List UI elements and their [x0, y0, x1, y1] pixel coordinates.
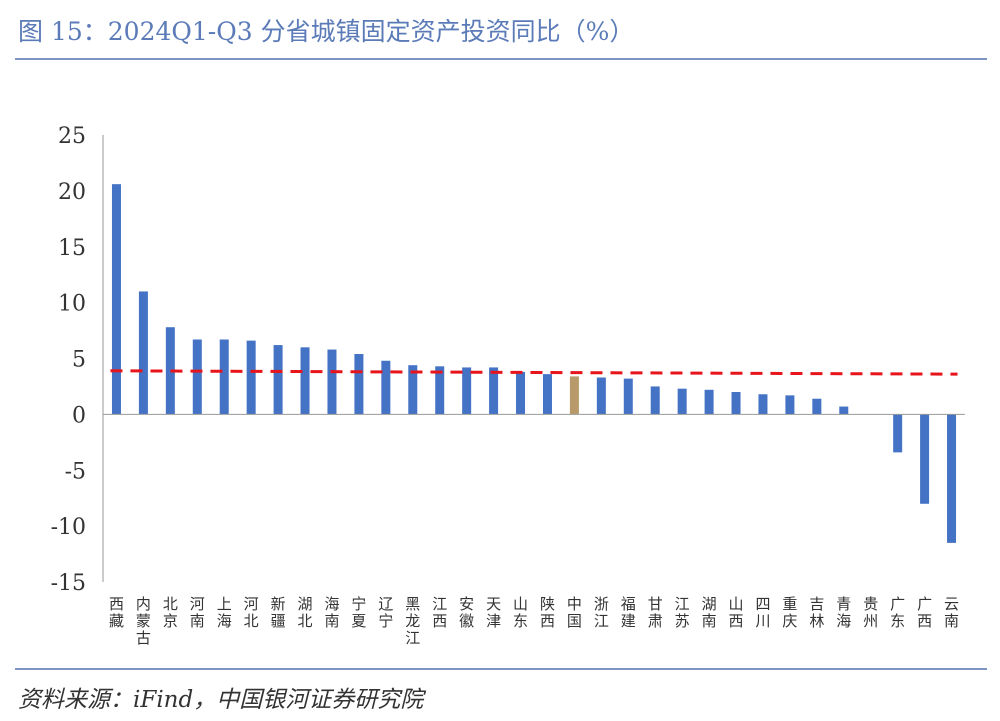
bar-15: [489, 367, 499, 415]
x-tick-label: 甘肃: [648, 595, 663, 630]
bar-28: [839, 406, 849, 415]
y-tick-label: 20: [58, 180, 86, 205]
x-tick-label: 黑龙江: [405, 595, 420, 647]
x-tick-label: 贵州: [863, 595, 878, 630]
title-divider: [15, 58, 987, 60]
x-tick-label: 新疆: [271, 595, 286, 630]
x-tick-label: 安徽: [459, 595, 474, 630]
bar-5: [219, 339, 229, 415]
x-tick-label: 河北: [244, 595, 259, 630]
bar-23: [704, 389, 714, 415]
bar-26: [785, 395, 795, 415]
x-tick-label: 吉林: [809, 595, 824, 630]
x-tick-label: 福建: [621, 595, 636, 630]
bar-18: [569, 376, 579, 415]
x-tick-label: 云南: [944, 595, 959, 630]
bar-14: [462, 367, 472, 415]
x-tick-label: 天津: [486, 595, 501, 630]
x-tick-label: 山西: [729, 595, 744, 630]
x-tick-label: 广东: [890, 595, 905, 630]
y-tick-label: 5: [72, 348, 86, 373]
x-tick-label: 陕西: [540, 595, 555, 630]
bar-6: [246, 340, 256, 415]
bar-3: [165, 327, 175, 415]
x-tick-label: 山东: [513, 595, 528, 630]
bar-2: [138, 291, 148, 415]
x-tick-label: 重庆: [782, 595, 797, 630]
y-tick-label: -10: [51, 515, 86, 540]
x-tick-label: 内蒙古: [136, 595, 151, 647]
bar-19: [596, 377, 606, 415]
x-tick-label: 江苏: [675, 595, 690, 630]
page-title: 图 15：2024Q1-Q3 分省城镇固定资产投资同比（%）: [18, 17, 635, 46]
source-divider: [15, 668, 987, 670]
bar-24: [731, 392, 741, 415]
bar-30: [893, 414, 903, 453]
bar-32: [947, 414, 957, 543]
reference-line-group: [110, 369, 958, 376]
bar-10: [354, 354, 364, 415]
x-tick-label: 河南: [190, 595, 205, 630]
source-note: 资料来源：iFind，中国银河证券研究院: [18, 687, 424, 713]
bar-7: [273, 345, 283, 415]
x-tick-label: 江西: [432, 595, 447, 630]
x-tick-label: 上海: [217, 595, 232, 630]
x-tick-label: 辽宁: [378, 595, 393, 630]
bar-9: [327, 349, 337, 415]
x-axis-labels: 西藏内蒙古北京河南上海河北新疆湖北海南宁夏辽宁黑龙江江西安徽天津山东陕西中国浙江…: [109, 595, 959, 647]
y-tick-label: -15: [51, 571, 86, 596]
x-tick-label: 西藏: [109, 595, 124, 630]
x-tick-label: 中国: [567, 595, 582, 630]
x-tick-label: 广西: [917, 595, 932, 630]
x-tick-label: 浙江: [594, 595, 609, 630]
bar-13: [435, 366, 445, 415]
y-axis-ticks: 25 20 15 10 5 0 -5 -10 -15: [51, 124, 104, 596]
bar-17: [542, 374, 552, 415]
bar-20: [623, 378, 633, 415]
reference-line: [110, 369, 958, 376]
bar-16: [516, 371, 526, 415]
bar-22: [677, 388, 687, 415]
x-tick-label: 海南: [324, 595, 339, 630]
bar-31: [920, 414, 930, 504]
bars: [111, 184, 957, 543]
x-tick-label: 北京: [163, 595, 178, 630]
bar-4: [192, 339, 202, 415]
y-tick-label: -5: [65, 459, 86, 484]
x-tick-label: 宁夏: [351, 595, 366, 630]
bar-25: [758, 394, 768, 415]
bar-1: [111, 184, 121, 415]
y-tick-label: 25: [58, 124, 86, 149]
bar-8: [300, 347, 310, 415]
y-tick-label: 10: [58, 292, 86, 317]
x-tick-label: 湖南: [702, 595, 717, 630]
x-tick-label: 湖北: [298, 595, 313, 630]
bar-11: [381, 360, 391, 415]
bar-27: [812, 398, 822, 415]
x-tick-label: 青海: [836, 595, 851, 630]
x-tick-label: 四川: [755, 595, 770, 630]
bar-12: [408, 365, 418, 415]
bar-21: [650, 386, 660, 415]
y-tick-label: 15: [58, 236, 86, 261]
y-tick-label: 0: [72, 403, 86, 428]
